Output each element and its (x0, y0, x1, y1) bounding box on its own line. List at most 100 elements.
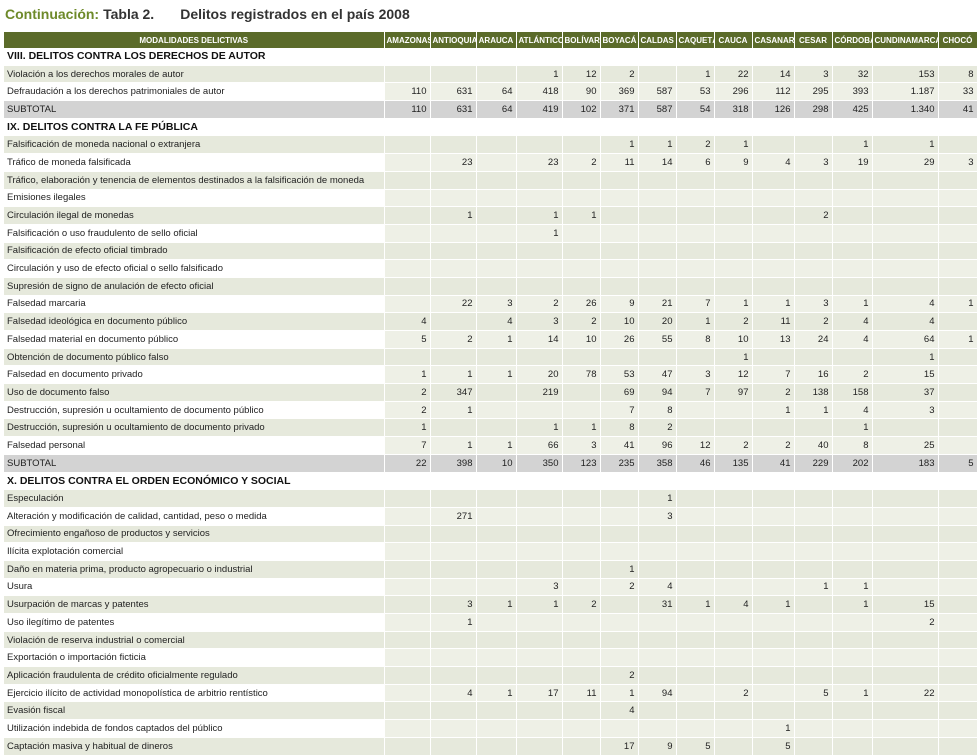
cell-value: 1 (516, 595, 563, 614)
cell-value: 2 (384, 401, 431, 420)
cell-value (562, 613, 601, 632)
cell-value: 7 (600, 401, 639, 420)
cell-value: 41 (600, 436, 639, 455)
row-label: Uso ilegítimo de patentes (4, 613, 385, 632)
cell-value (938, 189, 978, 208)
cell-value (832, 737, 873, 756)
cell-value: 5 (676, 737, 715, 756)
cell-value (676, 631, 715, 650)
row-label: Destrucción, supresión u ocultamiento de… (4, 401, 385, 420)
cell-value: 1.187 (872, 82, 939, 102)
cell-value (872, 560, 939, 579)
cell-value (938, 383, 978, 402)
cell-value (938, 578, 978, 597)
cell-value (430, 560, 477, 579)
cell-value (476, 277, 517, 296)
cell-value (752, 578, 795, 597)
cell-value (832, 489, 873, 508)
cell-value (638, 613, 677, 632)
cell-value (872, 277, 939, 296)
cell-value (476, 259, 517, 278)
cell-value (938, 259, 978, 278)
cell-value (430, 648, 477, 668)
cell-value (676, 719, 715, 738)
cell-value: 425 (832, 100, 873, 119)
cell-value: 2 (872, 613, 939, 632)
cell-value (752, 224, 795, 243)
cell-value (600, 348, 639, 367)
cell-value: 1 (516, 224, 563, 243)
cell-value: 1 (476, 436, 517, 455)
cell-value (430, 224, 477, 243)
cell-value: 5 (752, 737, 795, 756)
cell-value (794, 242, 833, 261)
cell-value (938, 648, 978, 668)
cell-value: 2 (714, 312, 753, 331)
row-label: Especulación (4, 489, 385, 508)
cell-value (516, 507, 563, 526)
cell-value: 11 (600, 153, 639, 172)
cell-value (562, 525, 601, 544)
cell-value (476, 348, 517, 367)
cell-value: 219 (516, 383, 563, 402)
cell-value: 1 (600, 560, 639, 579)
row-label: Ilícita explotación comercial (4, 542, 385, 561)
cell-value (872, 242, 939, 261)
cell-value (832, 189, 873, 208)
cell-value: 2 (832, 365, 873, 385)
cell-value: 393 (832, 82, 873, 102)
cell-value (714, 525, 753, 544)
cell-value (516, 719, 563, 738)
cell-value (384, 295, 431, 314)
cell-value: 9 (600, 295, 639, 314)
cell-value: 8 (938, 65, 978, 84)
cell-value (794, 737, 833, 756)
cell-value (430, 259, 477, 278)
cell-value (384, 171, 431, 190)
cell-value (676, 401, 715, 420)
cell-value (516, 189, 563, 208)
table-row: Falsedad marcaria 22 3 2 26 9 21 7 1 1 3 1 4 1 (4, 295, 978, 314)
cell-value (714, 171, 753, 190)
cell-value: 2 (516, 295, 563, 314)
cell-value (430, 135, 477, 155)
row-label: Ejercicio ilícito de actividad monopolís… (4, 684, 385, 703)
cell-value (752, 613, 795, 632)
table-row: Aplicación fraudulenta de crédito oficia… (4, 666, 978, 685)
cell-value (938, 560, 978, 579)
cell-value (938, 348, 978, 367)
cell-value (430, 489, 477, 508)
cell-value (832, 719, 873, 738)
cell-value (600, 613, 639, 632)
cell-value: 1 (714, 295, 753, 314)
cell-value (872, 206, 939, 225)
cell-value (676, 507, 715, 526)
cell-value: 21 (638, 295, 677, 314)
cell-value (476, 701, 517, 721)
cell-value: 2 (562, 312, 601, 331)
cell-value (384, 613, 431, 632)
cell-value: 1 (430, 401, 477, 420)
cell-value (752, 259, 795, 278)
cell-value: 112 (752, 82, 795, 102)
table-row: Uso de documento falso 2 347 219 69 94 7 97 2 138… (4, 383, 978, 402)
row-label: Tráfico de moneda falsificada (4, 153, 385, 172)
cell-value (752, 684, 795, 703)
cell-value (794, 348, 833, 367)
cell-value: 138 (794, 383, 833, 402)
cell-value (938, 719, 978, 738)
cell-value (752, 631, 795, 650)
table-row: Evasión fiscal 4 (4, 701, 978, 721)
cell-value: 5 (794, 684, 833, 703)
table-row: Falsedad personal 7 1 1 66 3 41 96 12 2 2 40 8 25 (4, 436, 978, 455)
cell-value (872, 542, 939, 561)
cell-value: 8 (676, 330, 715, 349)
cell-value: 69 (600, 383, 639, 402)
cell-value (714, 701, 753, 721)
cell-value (938, 224, 978, 243)
cell-value (638, 525, 677, 544)
cell-value (384, 648, 431, 668)
cell-value: 10 (714, 330, 753, 349)
cell-value (600, 648, 639, 668)
row-label: Violación a los derechos morales de auto… (4, 65, 385, 84)
